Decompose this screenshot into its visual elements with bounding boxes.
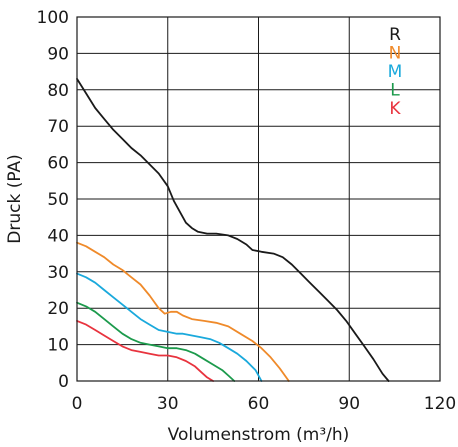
y-tick-label: 40 [47, 226, 69, 246]
series-line-l [76, 301, 236, 382]
y-tick-label: 10 [47, 336, 69, 356]
x-tick-label: 0 [72, 394, 83, 414]
tick-labels: 0 30 60 90 120 0 10 20 30 40 50 60 70 80 90 100 [37, 8, 457, 414]
x-tick-label: 120 [424, 394, 456, 414]
y-tick-label: 90 [47, 44, 69, 64]
y-tick-label: 0 [58, 372, 69, 392]
series-line-n [76, 241, 290, 382]
y-tick-label: 100 [37, 8, 69, 28]
series-line-m [76, 272, 263, 382]
y-tick-label: 20 [47, 299, 69, 319]
y-tick-label: 60 [47, 154, 69, 174]
y-tick-label: 30 [47, 263, 69, 283]
x-tick-label: 90 [338, 394, 360, 414]
series-lines [76, 78, 390, 382]
legend-entry-l: L [390, 81, 400, 101]
grid [76, 16, 441, 382]
y-tick-label: 50 [47, 190, 69, 210]
legend-entry-n: N [389, 44, 402, 64]
series-line-r [76, 78, 390, 382]
y-axis-title: Druck (PA) [5, 154, 25, 244]
x-tick-label: 60 [248, 394, 270, 414]
plot-frame [76, 16, 441, 382]
x-tick-label: 30 [157, 394, 179, 414]
series-line-k [76, 320, 214, 382]
y-tick-label: 80 [47, 81, 69, 101]
legend-entry-m: M [388, 62, 403, 82]
x-axis-title: Volumenstrom (m³/h) [168, 425, 350, 445]
legend-entry-k: K [389, 99, 401, 119]
y-tick-label: 70 [47, 117, 69, 137]
legend-entry-r: R [389, 25, 401, 45]
